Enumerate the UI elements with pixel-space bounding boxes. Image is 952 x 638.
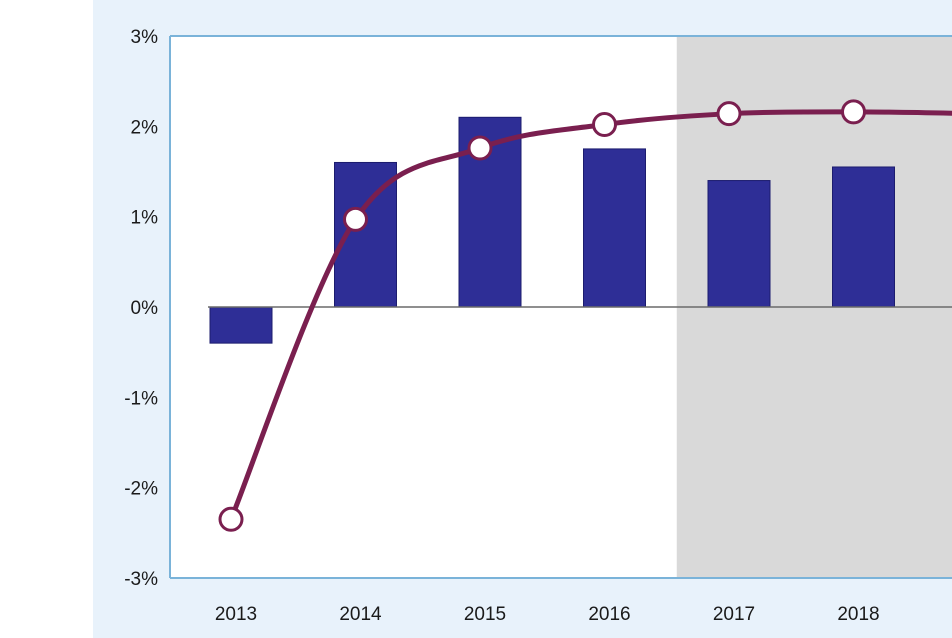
line-point [716,101,742,127]
x-tick-label: 2013 [215,604,257,625]
line-point [218,506,244,532]
line-point [592,112,617,138]
line-point [841,99,866,125]
x-axis-tick-labels: 2013201420152016201720182019 [215,604,880,625]
bar [583,148,646,308]
y-axis-tick-labels: 3% 2% 1% 0% -1% -2% -3% [124,27,158,590]
x-tick-label: 2018 [837,604,879,625]
x-tick-label: 2017 [713,604,755,625]
y-tick-label: -1% [124,388,158,409]
y-tick-label: 1% [131,208,159,229]
y-tick-label: 3% [131,27,159,48]
bar [707,180,771,308]
x-tick-label: 2015 [464,604,506,625]
x-tick-label: 2016 [588,604,630,625]
bar [832,166,895,308]
line-point [467,135,493,161]
line-point [343,206,368,232]
y-tick-label: 0% [131,298,159,319]
y-tick-label: -3% [124,569,158,590]
x-tick-label: 2014 [339,604,382,625]
bar [209,306,273,344]
y-tick-label: -2% [124,479,158,500]
y-tick-label: 2% [131,117,159,138]
line-series [218,99,952,532]
